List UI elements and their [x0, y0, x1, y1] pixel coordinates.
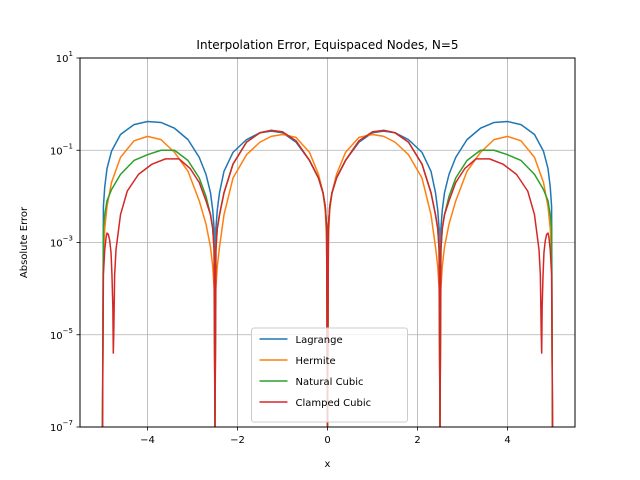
series-line-natural-cubic [101, 129, 554, 427]
legend: Lagrange Hermite Natural Cubic Clamped Cubi… [251, 327, 408, 423]
x-tick-label: 4 [504, 435, 510, 446]
legend-label-clamped-cubic: Clamped Cubic [296, 398, 372, 409]
x-tick-label: 2 [414, 435, 420, 446]
x-axis-ticks: −4 −2 0 2 4 [140, 427, 511, 446]
y-axis-label: Absolute Error [19, 206, 30, 278]
y-tick-label: 10−3 [50, 235, 73, 250]
legend-box [251, 327, 408, 423]
y-tick-label: 10−1 [50, 142, 73, 157]
chart-title: Interpolation Error, Equispaced Nodes, N… [196, 38, 458, 52]
x-tick-label: −4 [140, 435, 155, 446]
x-axis-label: x [325, 459, 331, 470]
y-tick-label: 10−5 [50, 327, 73, 342]
x-tick-label: 0 [324, 435, 330, 446]
x-tick-label: −2 [230, 435, 245, 446]
y-tick-label: 10−7 [50, 419, 73, 434]
series-lines [101, 120, 554, 427]
legend-label-hermite: Hermite [296, 356, 336, 367]
series-line-lagrange [101, 120, 554, 427]
series-line-hermite [101, 133, 554, 427]
y-axis-ticks: 10−7 10−5 10−3 10−1 101 [50, 50, 80, 434]
series-line-clamped-cubic [101, 129, 554, 427]
legend-label-lagrange: Lagrange [296, 335, 343, 346]
y-tick-label: 101 [56, 50, 73, 65]
legend-label-natural-cubic: Natural Cubic [296, 377, 364, 388]
